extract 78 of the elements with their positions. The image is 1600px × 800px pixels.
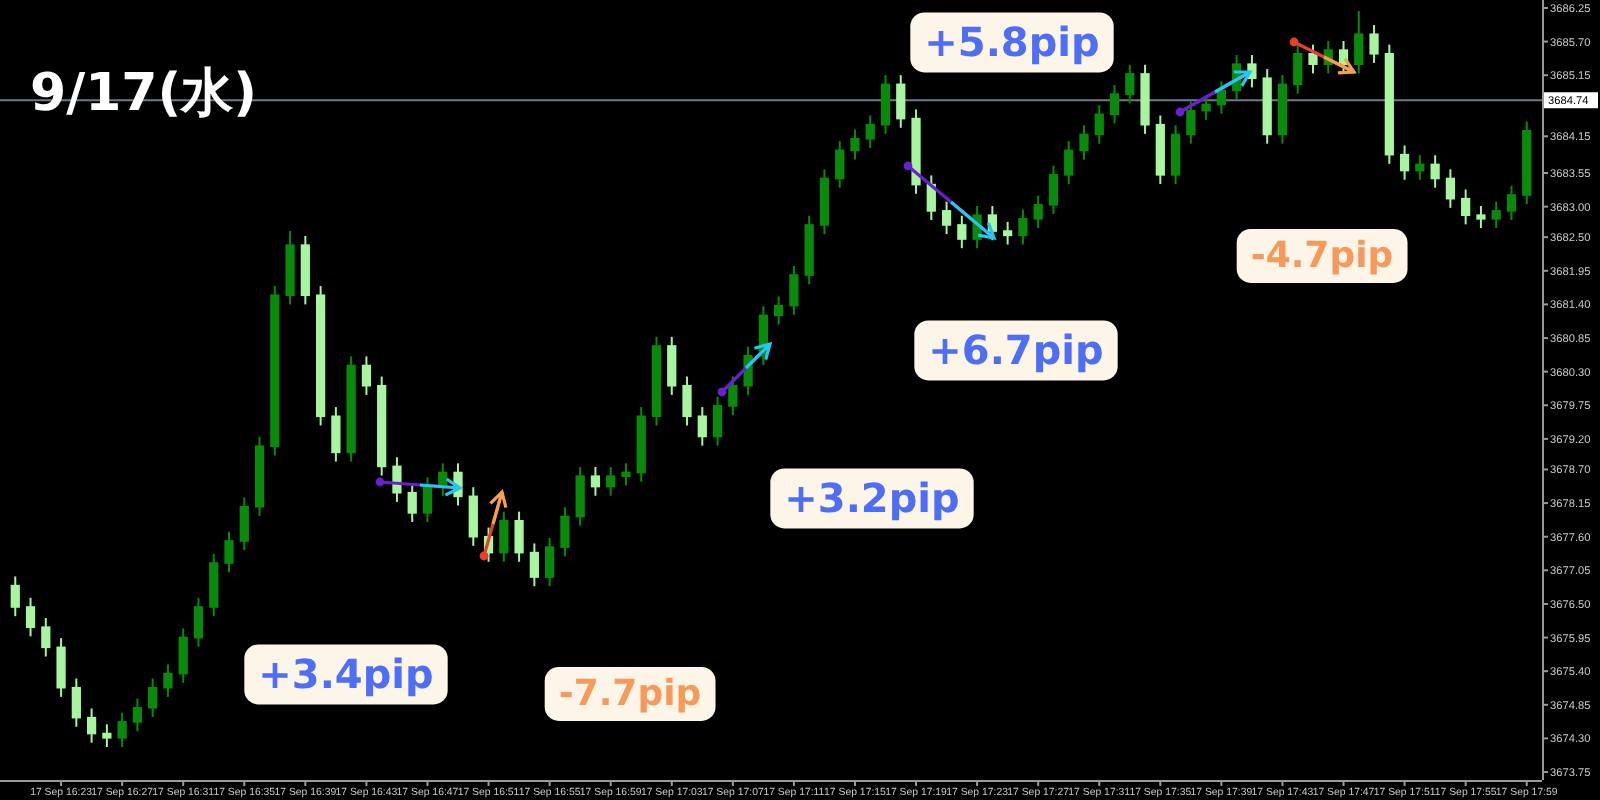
candlestick: [56, 637, 66, 698]
annotation: +5.8pip: [924, 18, 1100, 67]
candlestick: [1048, 164, 1059, 215]
candlestick: [606, 466, 616, 497]
annotation: +6.7pip: [928, 326, 1104, 375]
candlestick: [896, 74, 906, 129]
candlestick: [728, 375, 738, 417]
candlestick: [1445, 168, 1456, 209]
candlestick: [621, 462, 631, 487]
candlestick: [682, 375, 692, 427]
candlestick: [1003, 220, 1013, 246]
candlestick: [239, 496, 249, 552]
candlestick: [865, 114, 875, 149]
annotation: +3.2pip: [784, 474, 960, 523]
candlestick: [422, 476, 433, 524]
candlestick: [1201, 94, 1211, 121]
candlestick: [1109, 83, 1120, 125]
candlestick: [1506, 184, 1517, 222]
candlestick: [667, 335, 677, 396]
candlestick: [1216, 80, 1226, 115]
annotation: -4.7pip: [1250, 234, 1394, 277]
annotation: +3.4pip: [258, 650, 434, 699]
candlestick: [209, 552, 219, 618]
candlestick: [407, 482, 417, 524]
candlestick: [117, 711, 127, 748]
candlestick: [148, 677, 158, 719]
candlestick: [1491, 200, 1501, 230]
candlestick: [1293, 43, 1303, 95]
candlestick: [514, 510, 524, 563]
candlestick: [590, 466, 601, 497]
candlestick: [86, 707, 97, 744]
candlestick: [1170, 124, 1181, 185]
candlestick: [880, 74, 891, 135]
candlestick: [560, 506, 570, 558]
candlestick: [575, 466, 585, 527]
candlestick: [163, 663, 173, 698]
candlestick: [1415, 154, 1425, 181]
candlestick: [1476, 205, 1486, 230]
candlestick: [1461, 188, 1471, 226]
candlestick: [331, 406, 341, 463]
candlestick: [499, 510, 509, 563]
candlestick: [835, 140, 845, 189]
candlestick: [132, 697, 143, 733]
candlestick: [25, 596, 36, 638]
candlestick: [1430, 154, 1440, 189]
candlestick: [193, 596, 204, 648]
candlestick: [941, 200, 952, 236]
candlestick: [392, 456, 402, 503]
candlestick: [361, 355, 372, 396]
candlestick: [1018, 208, 1028, 246]
candlestick: [1033, 194, 1043, 230]
candlestick: [10, 575, 20, 618]
candlestick: [957, 214, 967, 250]
candlestick: [41, 617, 51, 658]
candlestick: [102, 723, 112, 748]
candlestick: [774, 295, 784, 326]
candlestick: [1186, 100, 1196, 145]
candlestick: [71, 677, 81, 728]
candlestick: [468, 486, 478, 547]
candlestick: [178, 627, 188, 684]
candlestick: [789, 264, 799, 316]
candlestick: [712, 395, 723, 447]
candlestick: [1354, 10, 1364, 75]
candlestick: [545, 536, 555, 588]
candlestick: [819, 168, 830, 236]
candlestick: [1094, 104, 1104, 145]
candlestick: [1308, 43, 1318, 75]
candlestick: [1064, 140, 1074, 185]
text: 9/17(水): [30, 64, 258, 124]
annotation: -7.7pip: [558, 672, 702, 715]
candlestick: [1369, 24, 1379, 64]
candlestick: [850, 128, 860, 161]
candlestick: [1079, 124, 1089, 161]
candlestick: [697, 406, 707, 447]
candlestick: [529, 542, 539, 588]
candlestick: [224, 530, 234, 574]
candlestick: [1125, 63, 1135, 105]
candlestick: [1399, 144, 1410, 181]
